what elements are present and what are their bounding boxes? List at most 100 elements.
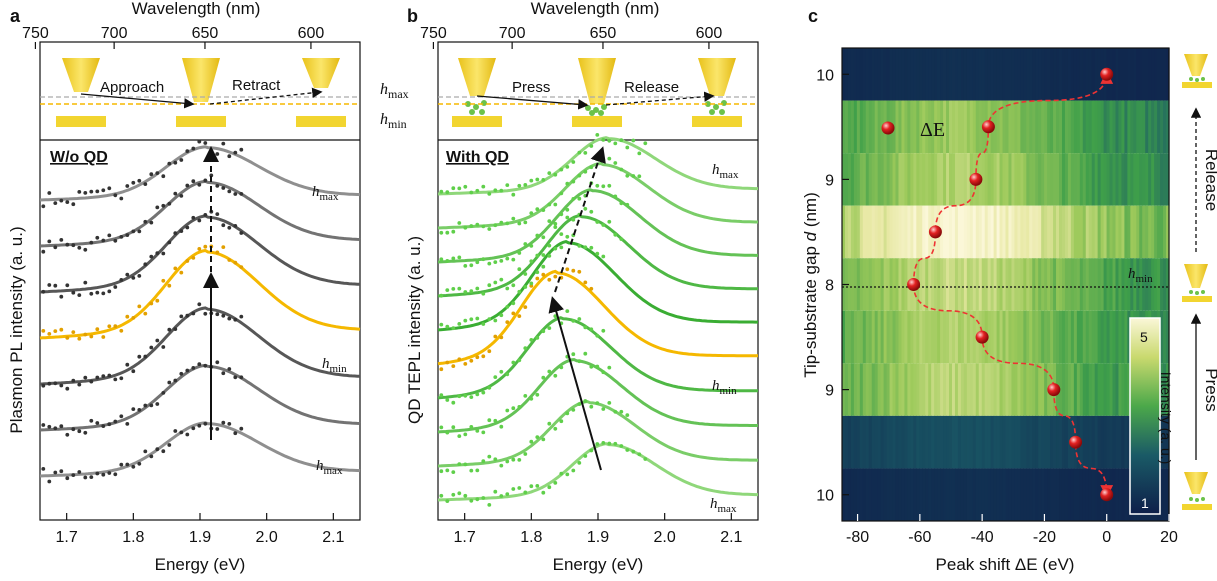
heatmap-cell (1017, 258, 1021, 311)
heatmap-cell (1020, 363, 1024, 416)
spectrum-point (191, 215, 196, 220)
heatmap-cell (960, 205, 965, 259)
heatmap-cell (1079, 363, 1084, 416)
panel-b-spectra (437, 133, 759, 507)
heatmap-cell (1038, 363, 1042, 416)
heatmap-cell (850, 153, 855, 206)
spectrum-point (445, 499, 450, 503)
spectrum-point (601, 223, 606, 227)
spectrum-point (577, 269, 582, 274)
spectrum-point (499, 188, 504, 193)
spectrum-point (439, 293, 444, 298)
spectrum-point (589, 144, 594, 148)
heatmap-cell (1041, 205, 1045, 259)
spectrum-point (53, 201, 58, 206)
panel-b-x-ticks: 1.7 1.8 1.9 2.0 2.1 (454, 513, 743, 546)
spectrum-point (523, 183, 528, 187)
heatmap-cell (1061, 310, 1066, 364)
spectrum-point (475, 392, 480, 397)
spectrum-point (541, 235, 546, 240)
spectrum-point (445, 468, 450, 473)
spectrum-point (77, 245, 82, 250)
heatmap-cell (1163, 468, 1167, 521)
spectrum-point (571, 179, 576, 184)
peak-shift-point (981, 120, 995, 134)
panel-a-schematic: Approach Retract (40, 58, 360, 127)
heatmap-cell (1163, 310, 1167, 364)
spectrum-point (541, 437, 546, 442)
panel-a-label: W/o QD (50, 149, 108, 166)
spectrum-point (529, 211, 534, 216)
heatmap-cell (1008, 415, 1013, 469)
heatmap-cell (862, 258, 867, 311)
heatmap-cell (895, 100, 900, 154)
heatmap-cell (960, 310, 965, 364)
heatmap-cell (865, 310, 870, 364)
spectrum-point (149, 254, 154, 259)
heatmap-cell (1163, 363, 1167, 416)
spectrum-curve (437, 240, 758, 332)
spectrum-point (457, 186, 462, 191)
heatmap-cell (1154, 153, 1158, 206)
panel-b-label: With QD (446, 149, 509, 166)
heatmap-cell (1160, 48, 1164, 101)
spectrum-point (463, 318, 468, 323)
spectrum-point (203, 363, 208, 368)
heatmap-cell (931, 415, 935, 469)
heatmap-cell (1145, 100, 1149, 154)
spectrum-point (463, 393, 468, 398)
top-tick-label: 600 (298, 25, 325, 42)
heatmap-cell (1160, 468, 1164, 521)
heatmap-cell (1130, 258, 1134, 311)
heatmap-cell (1115, 258, 1120, 311)
spectrum-point (131, 464, 136, 469)
spectrum-point (107, 324, 112, 329)
heatmap-cell (1059, 310, 1063, 364)
heatmap-cell (1023, 258, 1027, 311)
spectrum-curve (39, 145, 361, 202)
spectrum-point (155, 402, 160, 406)
panel-a-ylabel: Plasmon PL intensity (a. u.) (7, 226, 26, 433)
heatmap-cell (856, 100, 861, 154)
heatmap-cell (978, 258, 983, 311)
heatmap-cell (1061, 48, 1066, 101)
heatmap-cell (877, 415, 882, 469)
x-tick-label: 2.1 (720, 529, 742, 546)
heatmap-cell (925, 310, 929, 364)
heatmap-cell (1041, 415, 1045, 469)
heatmap-cell (1166, 153, 1170, 206)
heatmap-cell (1100, 258, 1105, 311)
heatmap-cell (1053, 100, 1057, 154)
heatmap-cell (1157, 153, 1161, 206)
heatmap-cell (1017, 468, 1021, 521)
spectrum-point (517, 458, 522, 462)
spectrum-point (71, 427, 76, 432)
spectrum-point (47, 191, 52, 195)
spectrum-point (571, 408, 576, 412)
heatmap-cell (957, 48, 962, 101)
spectrum-point (149, 403, 154, 408)
heatmap-cell (963, 205, 968, 259)
spectrum-point (191, 311, 196, 316)
spectrum-point (107, 289, 112, 294)
heatmap-cell (1002, 363, 1007, 416)
heatmap-cell (907, 415, 911, 469)
heatmap-cell (975, 100, 980, 154)
heatmap-cell (1088, 415, 1093, 469)
heatmap-cell (934, 310, 938, 364)
heatmap-cell (916, 153, 920, 206)
heatmap-cell (1017, 153, 1021, 206)
heatmap-cell (1002, 468, 1007, 521)
heatmap-cell (880, 153, 885, 206)
spectrum-point (535, 253, 540, 258)
heatmap-cell (880, 258, 885, 311)
heatmap-cell (1142, 48, 1146, 101)
heatmap-cell (1053, 48, 1057, 101)
heatmap-cell (1002, 48, 1007, 101)
heatmap-cell (963, 310, 968, 364)
spectrum-point (167, 380, 172, 385)
heatmap-cell (1050, 48, 1054, 101)
heatmap-cell (1038, 415, 1042, 469)
heatmap-cell (1118, 100, 1123, 154)
panel-c-ylabel: Tip-substrate gap d (nm) (801, 192, 820, 378)
